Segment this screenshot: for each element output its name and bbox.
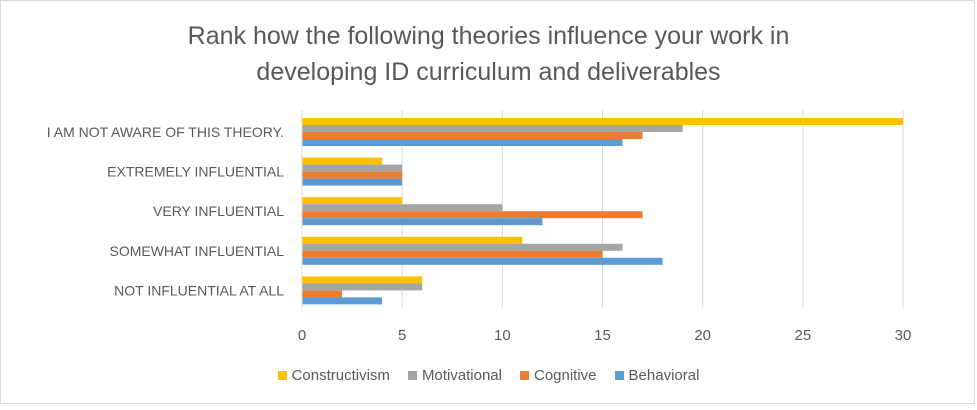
bar-cognitive	[302, 290, 343, 298]
bar-behavioral	[302, 218, 543, 226]
x-tick-label: 25	[794, 327, 811, 344]
bar-behavioral	[302, 297, 383, 305]
bar-constructivism	[302, 197, 403, 205]
legend-swatch	[277, 371, 287, 380]
y-category-label: EXTREMELY INFLUENTIAL	[107, 164, 284, 180]
legend-swatch	[407, 371, 417, 380]
legend-item: Motivational	[407, 367, 502, 384]
legend-item: Constructivism	[277, 367, 390, 384]
bar-behavioral	[302, 257, 663, 265]
bar-behavioral	[302, 178, 403, 186]
x-tick-label: 20	[694, 327, 711, 344]
chart-title: Rank how the following theories influenc…	[187, 22, 790, 86]
bar-cognitive	[302, 132, 643, 139]
bar-constructivism	[302, 276, 423, 284]
legend-swatch	[614, 371, 624, 380]
legend-label: Cognitive	[533, 367, 597, 384]
y-category-label: NOT INFLUENTIAL AT ALL	[114, 282, 284, 298]
bar-cognitive	[302, 171, 403, 179]
y-category-label: I AM NOT AWARE OF THIS THEORY.	[47, 124, 284, 140]
y-category-label: SOMEWHAT INFLUENTIAL	[109, 243, 284, 259]
y-category-label: VERY INFLUENTIAL	[153, 203, 284, 219]
bar-motivational	[302, 243, 623, 251]
bar-constructivism	[302, 157, 383, 165]
bar-motivational	[302, 283, 423, 291]
bar-motivational	[302, 204, 503, 212]
bar-motivational	[302, 164, 403, 172]
x-tick-label: 0	[298, 327, 306, 344]
bar-constructivism	[302, 236, 523, 244]
legend-item: Behavioral	[614, 367, 700, 384]
x-tick-label: 30	[895, 327, 912, 344]
bar-behavioral	[302, 139, 623, 146]
legend-swatch	[519, 371, 529, 380]
chart-legend: Constructivism Motivational Cognitive Behav…	[0, 367, 977, 384]
bar-cognitive	[302, 250, 603, 258]
legend-item: Cognitive	[519, 367, 597, 384]
bar-motivational	[302, 125, 683, 132]
legend-label: Motivational	[421, 367, 502, 384]
x-tick-label: 15	[594, 327, 611, 344]
legend-label: Behavioral	[628, 367, 700, 384]
x-tick-label: 5	[398, 327, 406, 344]
legend-label: Constructivism	[291, 367, 390, 384]
bar-cognitive	[302, 211, 643, 219]
bar-constructivism	[302, 118, 903, 125]
x-tick-label: 10	[494, 327, 511, 344]
